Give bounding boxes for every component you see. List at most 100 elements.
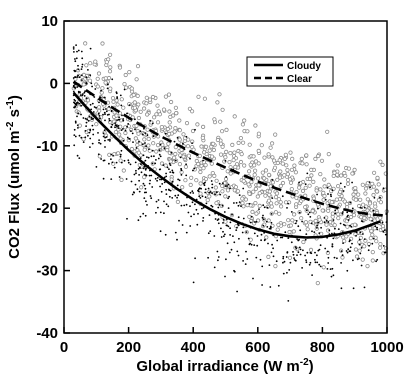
scatter-point-clear <box>287 177 293 182</box>
scatter-point-clear <box>293 170 298 175</box>
scatter-point-cloudy <box>270 251 273 254</box>
scatter-point-clear <box>225 188 231 193</box>
scatter-point-clear <box>378 200 383 205</box>
scatter-point-cloudy <box>89 146 91 149</box>
scatter-point-cloudy <box>180 204 183 207</box>
scatter-point-cloudy <box>341 212 344 215</box>
scatter-point-clear <box>256 183 261 188</box>
scatter-layer <box>71 41 389 302</box>
scatter-point-cloudy <box>202 206 205 209</box>
scatter-point-clear <box>190 128 196 134</box>
scatter-point-clear <box>127 70 132 75</box>
scatter-point-clear <box>338 173 344 178</box>
scatter-point-clear <box>123 130 128 136</box>
scatter-point-cloudy <box>260 239 262 242</box>
scatter-point-cloudy <box>112 154 114 157</box>
scatter-point-cloudy <box>296 254 298 256</box>
scatter-point-cloudy <box>282 261 284 264</box>
scatter-point-clear <box>245 129 250 134</box>
scatter-point-clear <box>168 159 173 164</box>
scatter-point-cloudy <box>236 226 238 229</box>
scatter-point-clear <box>231 158 236 163</box>
scatter-point-cloudy <box>77 91 80 94</box>
scatter-point-cloudy <box>352 287 355 290</box>
scatter-point-cloudy <box>287 237 290 240</box>
scatter-point-clear <box>95 76 100 81</box>
scatter-point-clear <box>97 105 102 110</box>
scatter-point-clear <box>106 75 112 81</box>
scatter-point-cloudy <box>145 200 147 203</box>
scatter-point-cloudy <box>266 226 269 228</box>
scatter-point-clear <box>252 163 257 168</box>
scatter-point-cloudy <box>367 249 370 252</box>
scatter-point-cloudy <box>102 113 104 116</box>
scatter-point-cloudy <box>213 266 216 269</box>
scatter-point-cloudy <box>263 239 266 242</box>
scatter-point-cloudy <box>82 117 85 119</box>
scatter-point-cloudy <box>85 97 88 100</box>
scatter-point-clear <box>145 127 150 132</box>
scatter-point-cloudy <box>118 176 121 178</box>
scatter-point-clear <box>136 115 141 121</box>
scatter-point-cloudy <box>283 260 286 263</box>
scatter-point-cloudy <box>286 251 289 254</box>
scatter-point-cloudy <box>84 117 87 120</box>
scatter-point-cloudy <box>197 188 200 191</box>
scatter-point-clear <box>144 95 149 100</box>
scatter-point-clear <box>304 153 309 158</box>
scatter-point-cloudy <box>271 179 274 181</box>
scatter-point-cloudy <box>298 238 300 241</box>
scatter-point-cloudy <box>258 208 260 211</box>
scatter-point-cloudy <box>281 195 284 198</box>
scatter-point-cloudy <box>98 115 101 117</box>
scatter-point-cloudy <box>337 228 340 231</box>
scatter-point-clear <box>214 201 219 206</box>
scatter-point-cloudy <box>139 167 142 169</box>
scatter-point-clear <box>240 196 245 201</box>
scatter-point-clear <box>186 153 191 158</box>
scatter-point-cloudy <box>183 204 186 207</box>
scatter-point-cloudy <box>351 242 353 245</box>
scatter-point-cloudy <box>255 220 258 223</box>
scatter-point-cloudy <box>331 243 334 246</box>
scatter-point-cloudy <box>256 244 259 247</box>
scatter-point-cloudy <box>230 248 233 251</box>
scatter-point-cloudy <box>100 89 102 92</box>
scatter-point-cloudy <box>77 127 79 129</box>
scatter-point-clear <box>356 203 362 209</box>
scatter-point-clear <box>115 102 120 107</box>
scatter-point-cloudy <box>77 74 79 77</box>
scatter-point-clear <box>155 120 161 125</box>
scatter-point-clear <box>145 112 150 117</box>
scatter-point-cloudy <box>155 159 157 161</box>
scatter-point-cloudy <box>83 95 86 97</box>
scatter-point-clear <box>266 218 271 223</box>
scatter-point-cloudy <box>139 215 142 218</box>
scatter-point-cloudy <box>153 155 155 158</box>
scatter-point-clear <box>278 204 284 209</box>
scatter-point-clear <box>365 197 370 202</box>
scatter-point-clear <box>213 185 218 190</box>
scatter-point-clear <box>353 197 358 202</box>
scatter-point-cloudy <box>361 207 363 209</box>
scatter-point-cloudy <box>180 168 183 170</box>
scatter-point-cloudy <box>119 94 122 97</box>
scatter-point-clear <box>326 208 331 213</box>
scatter-point-clear <box>155 103 160 108</box>
scatter-point-cloudy <box>254 221 256 223</box>
scatter-point-cloudy <box>151 162 154 165</box>
scatter-point-cloudy <box>211 183 214 186</box>
scatter-point-cloudy <box>244 263 247 265</box>
scatter-point-clear <box>376 182 381 187</box>
scatter-point-cloudy <box>106 87 109 90</box>
scatter-point-clear <box>373 204 378 209</box>
scatter-point-clear <box>169 177 174 182</box>
scatter-point-cloudy <box>307 213 310 216</box>
scatter-point-clear <box>96 71 102 76</box>
scatter-point-clear <box>276 222 281 227</box>
scatter-point-cloudy <box>316 227 318 229</box>
scatter-point-cloudy <box>216 219 219 222</box>
scatter-point-clear <box>220 144 225 149</box>
scatter-point-clear <box>283 200 289 205</box>
